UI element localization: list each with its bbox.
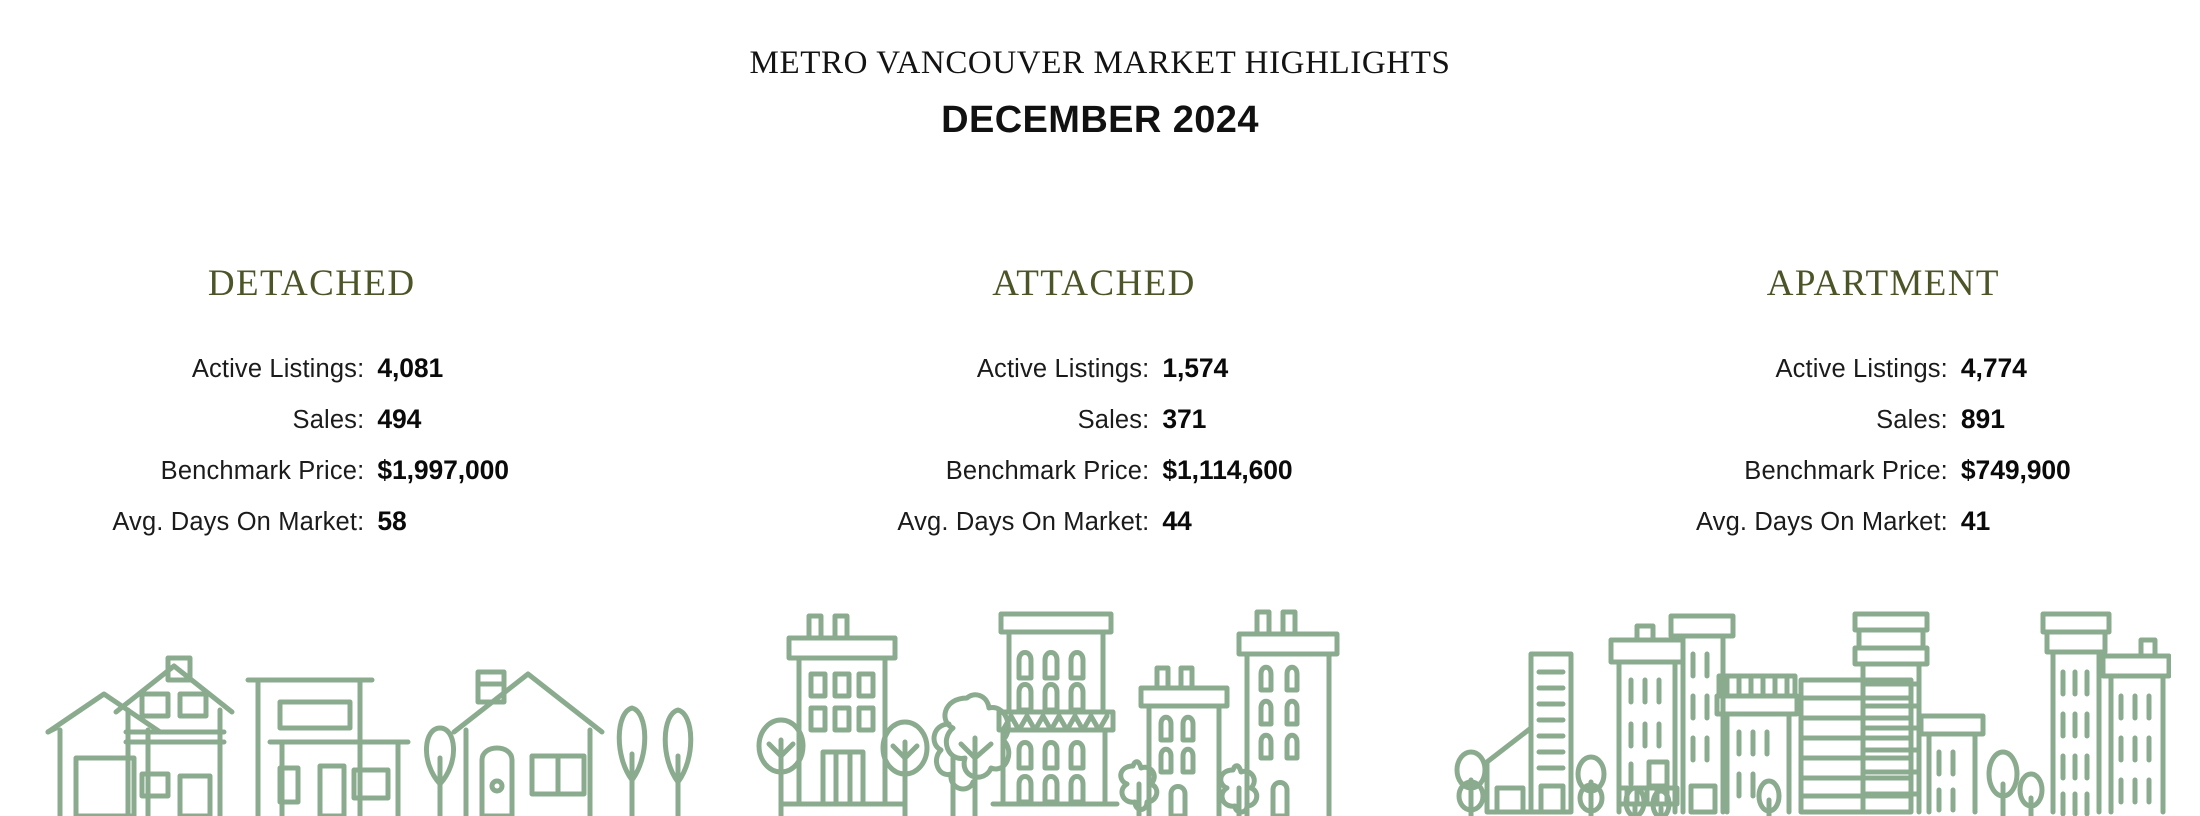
illustration-row [0, 576, 2200, 816]
stat-label-sales: Sales: [1077, 406, 1150, 434]
illustration-townhouse-buildings [733, 576, 1466, 816]
stat-value-avg-days-on-market: 58 [377, 506, 407, 536]
stat-value-sales: 371 [1162, 404, 1207, 434]
stat-value-active-listings: 1,574 [1162, 353, 1229, 383]
page-title: METRO VANCOUVER MARKET HIGHLIGHTS [749, 45, 1451, 81]
stat-label-active-listings: Active Listings: [191, 355, 365, 383]
stat-label-avg-days-on-market: Avg. Days On Market: [897, 508, 1150, 536]
page-subtitle-month: DECEMBER 2024 [941, 99, 1259, 142]
stat-value-benchmark-price: $1,997,000 [377, 455, 509, 485]
page-header: METRO VANCOUVER MARKET HIGHLIGHTS DECEMB… [0, 0, 2200, 146]
column-title-detached: DETACHED [207, 263, 416, 304]
stat-label-sales: Sales: [292, 406, 365, 434]
stat-label-avg-days-on-market: Avg. Days On Market: [1695, 508, 1948, 536]
stat-label-sales: Sales: [1876, 406, 1948, 434]
column-apartment: APARTMENT Active Listings: 4,774 Sales: … [1467, 262, 2200, 537]
townhouse-buildings-icon [756, 609, 1340, 816]
stat-value-benchmark-price: $1,114,600 [1162, 455, 1293, 485]
stats-table-detached: Active Listings: 4,081 Sales: 494 Benchm… [0, 353, 733, 537]
column-detached: DETACHED Active Listings: 4,081 Sales: 4… [0, 262, 733, 537]
stat-label-active-listings: Active Listings: [976, 355, 1150, 383]
stats-table-attached: Active Listings: 1,574 Sales: 371 Benchm… [733, 353, 1466, 537]
stat-label-avg-days-on-market: Avg. Days On Market: [112, 508, 365, 536]
stat-value-sales: 494 [377, 404, 422, 434]
column-title-attached: ATTACHED [992, 263, 1196, 304]
stat-value-active-listings: 4,081 [377, 353, 444, 383]
stat-label-benchmark-price: Benchmark Price: [1744, 457, 1948, 485]
stat-value-avg-days-on-market: 41 [1960, 506, 1991, 536]
stats-table-apartment: Active Listings: 4,774 Sales: 891 Benchm… [1467, 353, 2200, 537]
stat-value-sales: 891 [1960, 404, 2005, 434]
stat-label-benchmark-price: Benchmark Price: [160, 457, 365, 485]
illustration-apartment-skyline [1454, 576, 2200, 816]
stat-label-benchmark-price: Benchmark Price: [945, 457, 1150, 485]
stat-value-avg-days-on-market: 44 [1162, 506, 1192, 536]
illustration-detached-houses [0, 576, 733, 816]
detached-houses-icon [45, 655, 694, 816]
stat-label-active-listings: Active Listings: [1775, 355, 1948, 383]
stat-value-benchmark-price: $749,900 [1960, 455, 2071, 485]
column-attached: ATTACHED Active Listings: 1,574 Sales: 3… [733, 262, 1466, 537]
apartment-skyline-icon [1454, 611, 2171, 816]
stat-value-active-listings: 4,774 [1960, 353, 2027, 383]
column-title-apartment: APARTMENT [1766, 263, 2000, 304]
market-highlights-columns: DETACHED Active Listings: 4,081 Sales: 4… [0, 262, 2200, 537]
